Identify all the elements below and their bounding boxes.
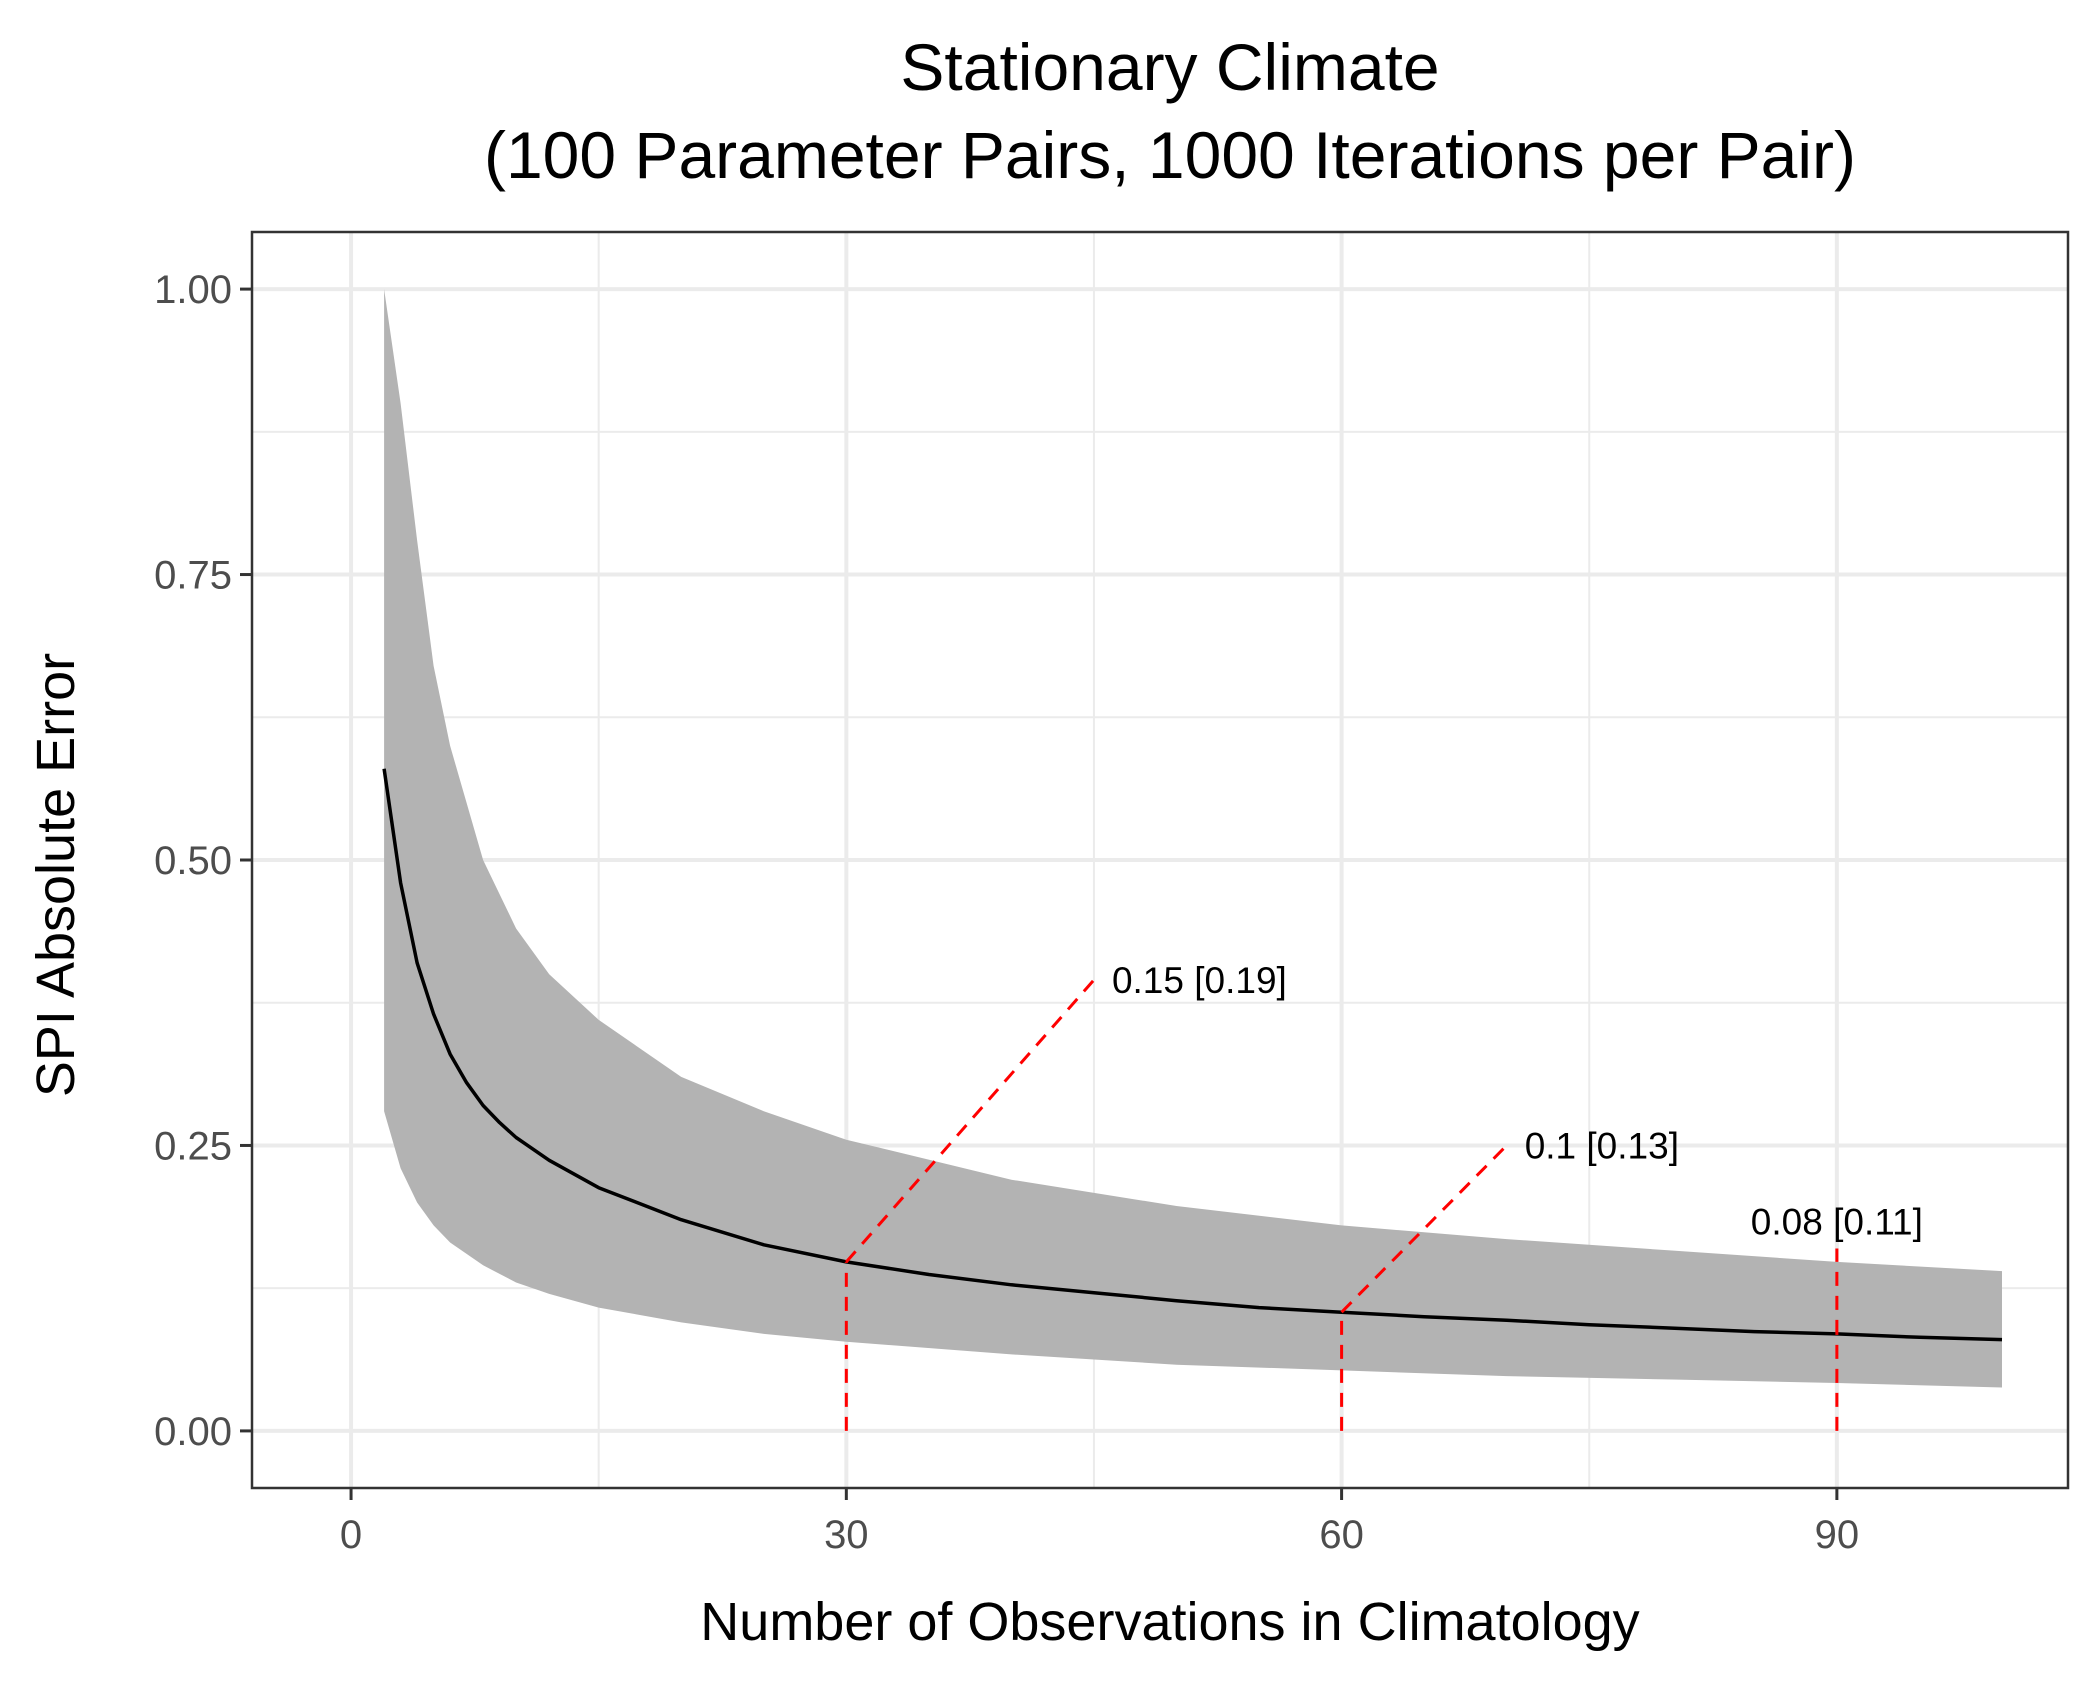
grid-lines [252, 232, 2068, 1488]
x-tick-label: 60 [1319, 1513, 1364, 1557]
chart-title: Stationary Climate [900, 30, 1439, 104]
annotation-label: 0.15 [0.19] [1112, 960, 1287, 1001]
error-band-area [384, 289, 2003, 1388]
y-tick-label: 0.50 [154, 839, 232, 883]
mean-error-line [382, 768, 2003, 1342]
annotation-leader-line [1340, 1144, 1508, 1314]
annotation-leader-line [845, 978, 1096, 1263]
y-tick-label: 1.00 [154, 268, 232, 312]
chart-subtitle: (100 Parameter Pairs, 1000 Iterations pe… [484, 118, 1856, 192]
x-tick-label: 30 [824, 1513, 869, 1557]
x-axis-title: Number of Observations in Climatology [700, 1592, 1639, 1652]
y-axis-title: SPI Absolute Error [26, 653, 86, 1097]
y-tick-label: 0.75 [154, 554, 232, 598]
annotation-label: 0.1 [0.13] [1525, 1125, 1679, 1166]
x-tick-label: 0 [340, 1513, 362, 1557]
series-lines [382, 768, 2003, 1342]
annotation-label: 0.08 [0.11] [1751, 1202, 1923, 1243]
y-tick-label: 0.25 [154, 1124, 232, 1168]
annotations: 0.15 [0.19] 0.1 [0.13] 0.08 [0.11] [844, 960, 1923, 1431]
y-tick-label: 0.00 [154, 1410, 232, 1454]
axes: 0 30 60 90 0.00 0.25 0.50 0.75 1.00 [154, 230, 2070, 1557]
x-tick-label: 90 [1815, 1513, 1860, 1557]
error-band [384, 289, 2003, 1388]
